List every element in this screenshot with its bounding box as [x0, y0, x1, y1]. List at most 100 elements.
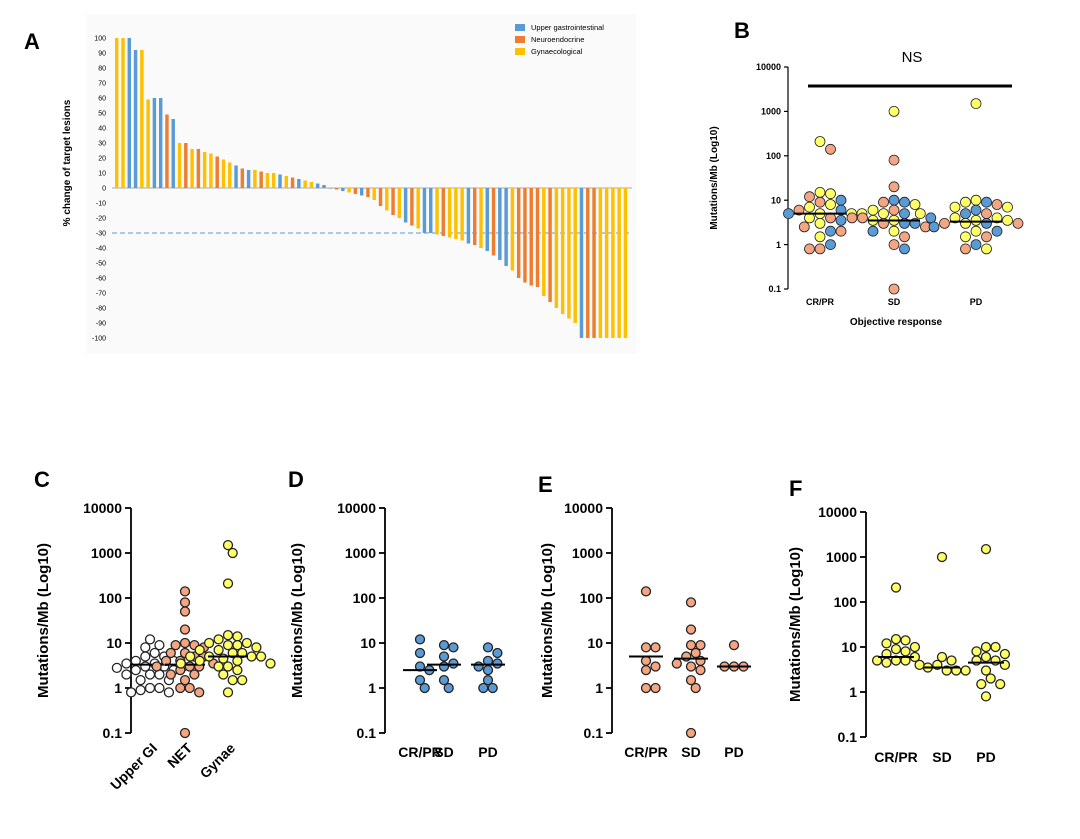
panel-f-point: [909, 641, 921, 653]
panel-a-bar: [196, 149, 201, 188]
panel-b-point: [928, 221, 940, 233]
panel-b-point: [1012, 217, 1024, 229]
panel-e-letter: E: [538, 472, 553, 497]
panel-c-point: [222, 629, 234, 641]
panel-d-point: [438, 661, 450, 672]
panel-b-point: [888, 204, 900, 216]
panel-f-point: [946, 655, 957, 666]
panel-a-bar: [253, 170, 257, 188]
panel-c-point: [121, 658, 132, 669]
panel-c-point: [151, 661, 162, 672]
panel-a-y-tick-label: -50: [96, 261, 106, 268]
panel-a-bar: [152, 98, 157, 188]
panel-d-y-axis-label: Mutations/Mb (Log10): [289, 543, 306, 698]
panel-c-point: [179, 674, 191, 686]
panel-a-legend-label: Neuroendocrine: [531, 35, 584, 44]
panel-a-y-tick-label: -20: [96, 216, 106, 223]
panel-a-bar: [334, 188, 339, 190]
panel-c-point: [194, 655, 205, 667]
panel-a-y-tick-label: -10: [96, 201, 106, 208]
panel-b-point: [970, 204, 982, 216]
panel-a-bar: [573, 188, 577, 323]
panel-c-x-tick-label: Gynae: [197, 740, 239, 782]
panel-a-bar: [347, 188, 351, 193]
panel-d-point: [419, 682, 430, 694]
panel-f-point: [971, 646, 982, 657]
panel-e-point: [681, 651, 692, 662]
panel-c-point: [175, 658, 186, 669]
panel-a-bar: [184, 143, 188, 188]
panel-a-y-tick-label: -60: [96, 276, 106, 283]
panel-b-x-tick-label: SD: [888, 297, 901, 307]
panel-c-point: [130, 664, 141, 676]
panel-a-bar: [259, 171, 263, 188]
panel-f-y-axis-label: Mutations/Mb (Log10): [787, 547, 804, 702]
panel-a-y-tick-label: 0: [102, 186, 106, 193]
panel-b-point: [970, 194, 982, 206]
panel-a-bar: [297, 179, 301, 188]
panel-f-point: [890, 643, 902, 655]
panel-a-y-tick-label: -100: [92, 336, 106, 343]
panel-b-point: [981, 196, 992, 208]
panel-c-point: [213, 644, 224, 656]
panel-d-y-tick-label: 1000: [345, 545, 376, 561]
panel-a-bar: [315, 183, 320, 188]
panel-c-point: [265, 658, 276, 669]
panel-c-y-tick-label: 1000: [91, 545, 122, 561]
panel-b-point: [899, 208, 910, 220]
panel-a-bar: [479, 188, 483, 248]
panel-a-bar: [309, 182, 314, 188]
panel-a-bar: [272, 173, 276, 188]
panel-f-y-tick-label: 10000: [818, 504, 857, 520]
panel-a-bar: [454, 188, 458, 239]
panel-b-point: [867, 204, 879, 216]
panel-a-bar: [133, 50, 138, 188]
panel-b-point: [814, 231, 826, 243]
panel-c-point: [232, 631, 243, 642]
panel-a-bar: [284, 176, 289, 188]
panel-a-y-tick-label: 60: [98, 96, 106, 103]
panel-a-bar: [127, 38, 132, 188]
panel-b-point: [981, 208, 992, 220]
panel-b-point: [888, 225, 900, 237]
panel-a-bar: [240, 168, 245, 188]
panel-f-point: [980, 543, 992, 555]
panel-e-point: [690, 682, 701, 694]
panel-a-y-tick-label: 50: [98, 111, 106, 118]
panel-c-point: [154, 682, 165, 694]
panel-b-point: [939, 217, 950, 229]
panel-c-point: [140, 642, 151, 653]
panel-c-y-tick-label: 1: [114, 680, 122, 696]
panel-a-bar: [190, 149, 194, 188]
panel-a-bar: [366, 188, 370, 197]
panel-d-y-tick-label: 0.1: [357, 725, 377, 741]
panel-b-point: [835, 225, 847, 237]
panel-b-point: [925, 212, 937, 224]
panel-f-point: [900, 646, 911, 657]
panel-b-point: [825, 188, 836, 200]
panel-b-point: [970, 225, 982, 237]
panel-d-y-tick-label: 10000: [337, 500, 376, 516]
panel-f-point: [890, 633, 902, 645]
panel-a-bar: [246, 170, 251, 188]
panel-d-point: [482, 664, 494, 676]
panel-f-x-tick-label: SD: [932, 749, 951, 765]
panel-a-y-tick-label: 100: [94, 36, 106, 43]
panel-b-y-tick-label: 100: [766, 151, 781, 161]
panel-b-letter: B: [734, 18, 750, 43]
panel-b-y-tick-label: 10000: [756, 62, 781, 72]
panel-f: F 0.1 1 10 100 1000 10000 Mutations/Mb (Log10) C…: [787, 476, 1011, 765]
panel-a-y-tick-label: -80: [96, 306, 106, 313]
panel-c-point: [232, 639, 243, 651]
panel-a-bar: [171, 119, 175, 188]
panel-b-point: [804, 243, 815, 255]
panel-a-y-tick-label: -90: [96, 321, 106, 328]
panel-c-y-tick-label: 10: [106, 635, 122, 651]
panel-c-point: [179, 606, 191, 617]
panel-b-point: [970, 214, 982, 226]
panel-e-point: [685, 624, 697, 635]
panel-c-point: [135, 684, 146, 696]
panel-c-point: [144, 634, 156, 645]
panel-a-bar: [542, 188, 546, 296]
panel-a-bar: [165, 114, 169, 188]
